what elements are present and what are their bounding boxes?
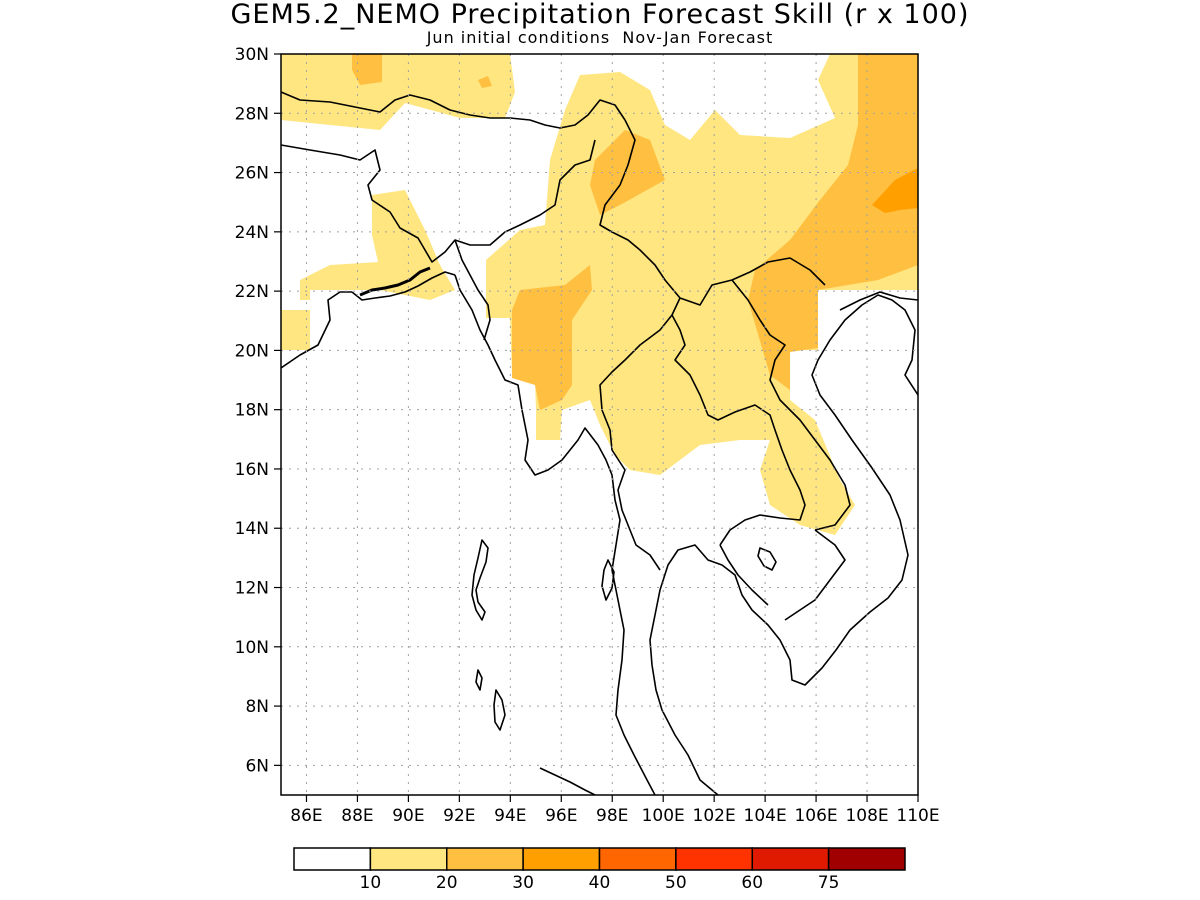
bengal-delta-coastline (351, 271, 456, 301)
lat-tick-label: 6N (245, 756, 269, 776)
skill-region-20-30-spot (478, 76, 492, 88)
andaman-island-north (471, 539, 489, 621)
lon-tick-label: 92E (443, 806, 475, 826)
lat-tick-label: 14N (235, 519, 269, 539)
lat-tick-label: 18N (235, 401, 269, 421)
tonle-sap-lake (757, 547, 777, 571)
colorbar-swatch (293, 847, 372, 871)
gridlines (281, 53, 919, 795)
lon-tick-label: 102E (693, 806, 736, 826)
lon-tick-label: 94E (494, 806, 526, 826)
lon-tick-label: 88E (341, 806, 373, 826)
colorbar-swatch (522, 847, 601, 871)
cambodia-vietnam-border (784, 529, 846, 621)
lat-tick-label: 28N (235, 104, 269, 124)
gulf-of-thailand-coastline (649, 294, 918, 795)
map-title: GEM5.2_NEMO Precipitation Forecast Skill… (230, 0, 970, 30)
lon-tick-label: 96E (545, 806, 577, 826)
myanmar-india-border (454, 239, 491, 341)
colorbar-label: 60 (741, 873, 763, 893)
thailand-myanmar-border (599, 297, 681, 571)
india-west-coastline (281, 291, 352, 369)
coastlines-and-borders (281, 91, 918, 795)
colorbar-label: 40 (589, 873, 611, 893)
skill-region-10-20-northwest (281, 54, 515, 130)
cambodia-thailand-border (719, 544, 769, 606)
skill-shading (281, 54, 918, 535)
colorbar-swatch (446, 847, 524, 871)
plot-frame (280, 53, 919, 796)
colorbar-label: 75 (818, 873, 840, 893)
andaman-island-south (475, 669, 483, 691)
axis-ticks (274, 53, 919, 802)
lon-tick-label: 106E (794, 806, 837, 826)
sundarbans-delta (359, 266, 431, 297)
lon-tick-label: 108E (845, 806, 888, 826)
colorbar-label: 30 (512, 873, 534, 893)
lon-tick-label: 90E (392, 806, 424, 826)
latitude-labels: 30N 28N 26N 24N 22N 20N 18N 16N 14N 12N 10N 8N 6N (235, 45, 269, 776)
lon-tick-label: 104E (744, 806, 787, 826)
lat-tick-label: 30N (235, 45, 269, 65)
skill-region-20-30-upper (352, 54, 382, 85)
myanmar-coastline (454, 274, 656, 795)
laos-thailand-border (671, 314, 806, 546)
colorbar-swatch (751, 847, 830, 871)
lat-tick-label: 16N (235, 460, 269, 480)
colorbar-label: 50 (665, 873, 687, 893)
lat-tick-label: 24N (235, 223, 269, 243)
himalaya-border (281, 91, 626, 129)
skill-region-10-20-bangladesh (300, 190, 455, 300)
colorbar-label: 20 (436, 873, 458, 893)
skill-region-20-30-myanmar-north (590, 130, 665, 215)
lat-tick-label: 26N (235, 164, 269, 184)
lat-tick-label: 22N (235, 282, 269, 302)
peninsula-tip (539, 767, 596, 795)
india-bangladesh-border (281, 139, 596, 263)
skill-region-30-40 (872, 168, 918, 213)
colorbar-label: 10 (360, 873, 382, 893)
laos-vietnam-border (731, 279, 851, 531)
colorbar (293, 847, 906, 871)
lat-tick-label: 10N (235, 638, 269, 658)
colorbar-swatch (598, 847, 677, 871)
lat-tick-label: 12N (235, 579, 269, 599)
colorbar-swatch (675, 847, 753, 871)
skill-region-20-30-myanmar-central (512, 265, 592, 410)
colorbar-swatch (369, 847, 448, 871)
lon-tick-label: 98E (596, 806, 628, 826)
lat-tick-label: 20N (235, 341, 269, 361)
nicobar-island (493, 689, 506, 731)
skill-region-20-30-east (748, 54, 918, 390)
china-coastline (839, 291, 918, 311)
skill-region-10-20-westcoast (281, 310, 310, 350)
lon-tick-label: 100E (642, 806, 685, 826)
colorbar-swatch (827, 847, 906, 871)
mergui-islands (601, 559, 615, 601)
colorbar-labels: 10 20 30 40 50 60 75 (360, 873, 840, 893)
lon-tick-label: 86E (290, 806, 322, 826)
longitude-labels: 86E 88E 90E 92E 94E 96E 98E 100E 102E 104E 106E 108… (290, 806, 939, 826)
map-subtitle: Jun initial conditions Nov-Jan Forecast (426, 28, 774, 47)
lat-tick-label: 8N (245, 697, 269, 717)
lon-tick-label: 110E (896, 806, 939, 826)
